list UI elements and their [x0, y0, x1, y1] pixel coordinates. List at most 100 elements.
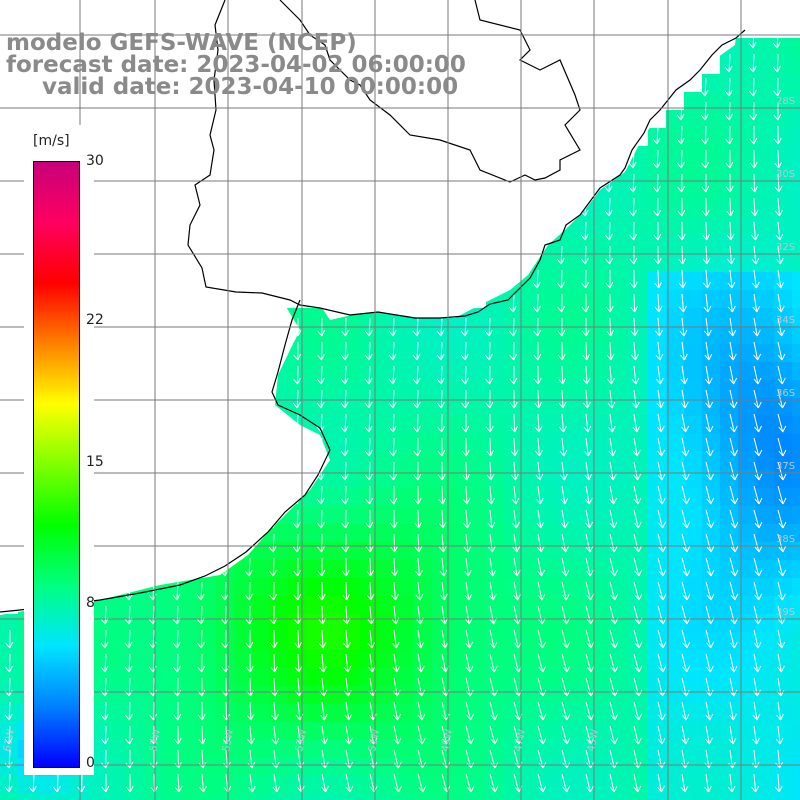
wind-speed-cell [360, 596, 379, 615]
wind-arrow [100, 653, 109, 673]
wind-arrow [511, 485, 520, 505]
wind-arrow [727, 293, 736, 313]
wind-speed-cell [288, 632, 307, 651]
wind-speed-cell [486, 488, 505, 507]
wind-arrow [392, 653, 401, 673]
wind-arrow [364, 365, 373, 385]
wind-speed-cell [72, 794, 91, 800]
wind-arrow [725, 149, 734, 169]
wind-arrow [607, 413, 616, 433]
wind-speed-cell [324, 560, 343, 579]
wind-speed-cell [324, 794, 343, 800]
wind-speed-cell [252, 794, 271, 800]
wind-arrow [629, 245, 638, 265]
wind-speed-cell [522, 596, 541, 615]
wind-arrow [752, 293, 761, 313]
wind-speed-cell [792, 650, 800, 669]
wind-speed-cell [774, 362, 793, 381]
wind-speed-cell [720, 506, 739, 525]
wind-speed-cell [576, 308, 595, 327]
wind-speed-cell [558, 398, 577, 417]
wind-speed-cell [450, 704, 469, 723]
wind-speed-cell [666, 470, 685, 489]
wind-speed-cell [576, 218, 595, 237]
wind-arrow [582, 341, 591, 361]
wind-speed-cell [630, 164, 649, 183]
wind-speed-cell [522, 290, 541, 309]
wind-arrow [196, 629, 205, 649]
wind-speed-cell [198, 596, 217, 615]
wind-speed-cell [720, 434, 739, 453]
wind-speed-cell [522, 434, 541, 453]
wind-arrow [607, 389, 616, 409]
wind-speed-cell [738, 218, 757, 237]
coastline [0, 0, 746, 613]
wind-speed-cell [684, 488, 703, 507]
wind-speed-cell [522, 560, 541, 579]
wind-speed-cell [720, 650, 739, 669]
wind-speed-cell [522, 758, 541, 777]
wind-arrow [464, 581, 473, 601]
wind-speed-cell [504, 416, 523, 435]
wind-speed-cell [576, 236, 595, 255]
wind-speed-cell [432, 380, 451, 399]
wind-arrow [585, 629, 595, 649]
wind-speed-cell [756, 632, 775, 651]
wind-arrow [749, 149, 758, 169]
wind-arrow [775, 221, 784, 241]
wind-speed-cell [306, 326, 325, 345]
wind-speed-cell [666, 272, 685, 291]
wind-speed-cell [522, 308, 541, 327]
wind-speed-cell [792, 200, 800, 219]
wind-speed-cell [594, 560, 613, 579]
wind-arrow [485, 389, 494, 409]
wind-speed-cell [630, 344, 649, 363]
wind-speed-cell [792, 326, 800, 345]
wind-arrow [246, 701, 255, 721]
wind-arrow [753, 533, 763, 553]
wind-speed-cell [720, 200, 739, 219]
wind-speed-cell [234, 668, 253, 687]
latitude-label: 34S [776, 315, 795, 326]
wind-arrow [461, 389, 470, 409]
wind-speed-cell [648, 542, 667, 561]
wind-arrow [705, 461, 714, 481]
wind-speed-cell [594, 758, 613, 777]
wind-speed-cell [396, 686, 415, 705]
wind-speed-cell [504, 380, 523, 399]
wind-arrow [773, 101, 782, 121]
wind-speed-cell [630, 794, 649, 800]
wind-speed-cell [432, 668, 451, 687]
wind-speed-cell [792, 254, 800, 273]
wind-speed-cell [342, 506, 361, 525]
wind-speed-cell [558, 794, 577, 800]
wind-speed-cell [432, 560, 451, 579]
wind-speed-cell [198, 686, 217, 705]
wind-speed-cell [324, 506, 343, 525]
wind-speed-cell [684, 398, 703, 417]
wind-speed-cell [594, 218, 613, 237]
wind-speed-cell [648, 524, 667, 543]
wind-speed-cell [108, 614, 127, 633]
wind-speed-cell [378, 524, 397, 543]
wind-speed-cell [576, 578, 595, 597]
wind-speed-cell [558, 542, 577, 561]
wind-speed-cell [396, 578, 415, 597]
wind-speed-cell [666, 488, 685, 507]
wind-arrow [244, 557, 253, 577]
wind-arrow [462, 461, 471, 481]
wind-speed-cell [504, 560, 523, 579]
wind-speed-cell [288, 758, 307, 777]
wind-speed-cell [522, 470, 541, 489]
wind-speed-cell [450, 722, 469, 741]
wind-speed-cell [594, 290, 613, 309]
wind-speed-cell [738, 452, 757, 471]
wind-speed-cell [414, 434, 433, 453]
wind-speed-cell [252, 776, 271, 795]
wind-speed-cell [684, 200, 703, 219]
wind-speed-cell [360, 722, 379, 741]
wind-speed-cell [144, 596, 163, 615]
wind-speed-cell [414, 686, 433, 705]
wind-arrow [388, 341, 397, 361]
wind-speed-cell [576, 434, 595, 453]
